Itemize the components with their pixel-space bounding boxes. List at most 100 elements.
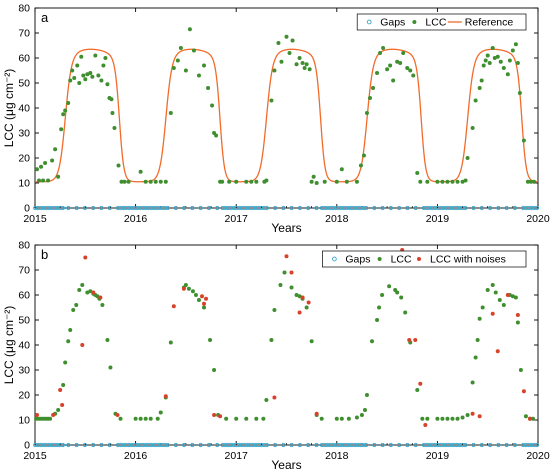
lcc-point: [103, 56, 108, 60]
gap-point: [347, 205, 352, 211]
gap-point: [452, 205, 457, 211]
lcc-point: [264, 178, 269, 183]
x-tick-label: 2017: [225, 213, 249, 225]
lcc-point: [269, 338, 274, 342]
gap-point: [41, 205, 46, 211]
lcc-point: [510, 294, 515, 299]
gap-point: [449, 205, 454, 211]
gap-point: [253, 442, 258, 448]
noise-point: [289, 270, 294, 275]
noise-point: [204, 296, 209, 301]
gap-point: [372, 442, 377, 448]
noise-point: [413, 338, 418, 342]
gap-point: [532, 205, 537, 211]
gap-point: [223, 205, 228, 211]
gap-point: [460, 205, 465, 211]
lcc-point: [196, 298, 201, 302]
gap-point: [206, 442, 212, 448]
gap-point: [33, 442, 38, 448]
gap-point: [121, 205, 126, 211]
gap-point: [132, 442, 137, 448]
lcc-point: [290, 38, 295, 43]
noise-point: [202, 301, 207, 306]
lcc-point: [79, 54, 84, 59]
gap-point: [355, 205, 360, 211]
y-tick-label: 30: [18, 128, 30, 140]
lcc-point: [35, 167, 40, 172]
x-axis-title: Years: [271, 221, 301, 235]
lcc-point: [148, 179, 153, 184]
gap-point: [322, 205, 327, 211]
lcc-point: [517, 91, 522, 95]
lcc-point: [401, 51, 406, 55]
gap-point: [443, 442, 449, 448]
gap-point: [325, 442, 330, 448]
gap-point: [151, 442, 156, 448]
gap-point: [181, 205, 187, 211]
gap-point: [91, 205, 96, 211]
gap-point: [44, 442, 49, 448]
lcc-point: [206, 86, 211, 90]
gap-point: [388, 442, 394, 448]
noise-point: [300, 295, 305, 300]
lcc-point: [362, 408, 367, 412]
lcc-point: [380, 293, 385, 297]
gap-point: [220, 442, 225, 448]
gap-point: [532, 442, 537, 448]
noise-point: [297, 310, 302, 315]
lcc-point: [391, 78, 396, 83]
lcc-point: [153, 179, 158, 184]
lcc-point: [66, 101, 71, 105]
lcc-point: [465, 156, 470, 160]
gap-point: [52, 205, 57, 211]
y-tick-label: 20: [18, 390, 30, 402]
lcc-point: [74, 303, 79, 307]
gap-point: [529, 205, 534, 211]
gap-point: [306, 205, 311, 211]
lcc-point: [302, 66, 307, 70]
gap-point: [421, 205, 427, 211]
gap-point: [99, 205, 104, 211]
gap-point: [463, 205, 468, 211]
gap-point: [306, 442, 311, 448]
gap-point: [91, 442, 96, 448]
gap-point: [44, 205, 49, 211]
gap-point: [33, 205, 38, 211]
y-tick-label: 40: [18, 340, 30, 352]
lcc-point: [358, 163, 363, 168]
lcc-point: [244, 416, 249, 421]
gap-point: [231, 442, 236, 448]
lcc-point: [473, 98, 478, 103]
gap-point: [256, 205, 261, 211]
gap-point: [441, 205, 446, 211]
lcc-point: [473, 355, 478, 360]
gap-point: [137, 442, 143, 448]
gap-point: [173, 442, 179, 448]
lcc-point: [77, 288, 82, 292]
gap-point: [146, 442, 151, 448]
lcc-point: [435, 179, 440, 184]
gap-point: [66, 205, 71, 211]
legend-label: Reference: [465, 17, 514, 29]
lcc-point: [510, 48, 515, 53]
gap-point: [118, 442, 123, 448]
lcc-point: [387, 284, 392, 289]
lcc-point: [244, 179, 249, 184]
gap-point: [421, 442, 427, 448]
gap-point: [363, 205, 369, 211]
gap-point: [234, 442, 239, 448]
noise-point: [418, 381, 423, 386]
lcc-point: [119, 179, 124, 184]
gap-point: [226, 442, 231, 448]
gap-point: [118, 205, 123, 211]
noise-point: [171, 304, 176, 309]
lcc-point: [214, 133, 219, 138]
gap-point: [314, 442, 319, 448]
lcc-point: [334, 416, 339, 421]
gap-point: [148, 442, 154, 448]
gap-point: [143, 205, 148, 211]
gap-point: [438, 442, 443, 448]
legend-box: [322, 250, 527, 268]
gap-point: [344, 442, 349, 448]
